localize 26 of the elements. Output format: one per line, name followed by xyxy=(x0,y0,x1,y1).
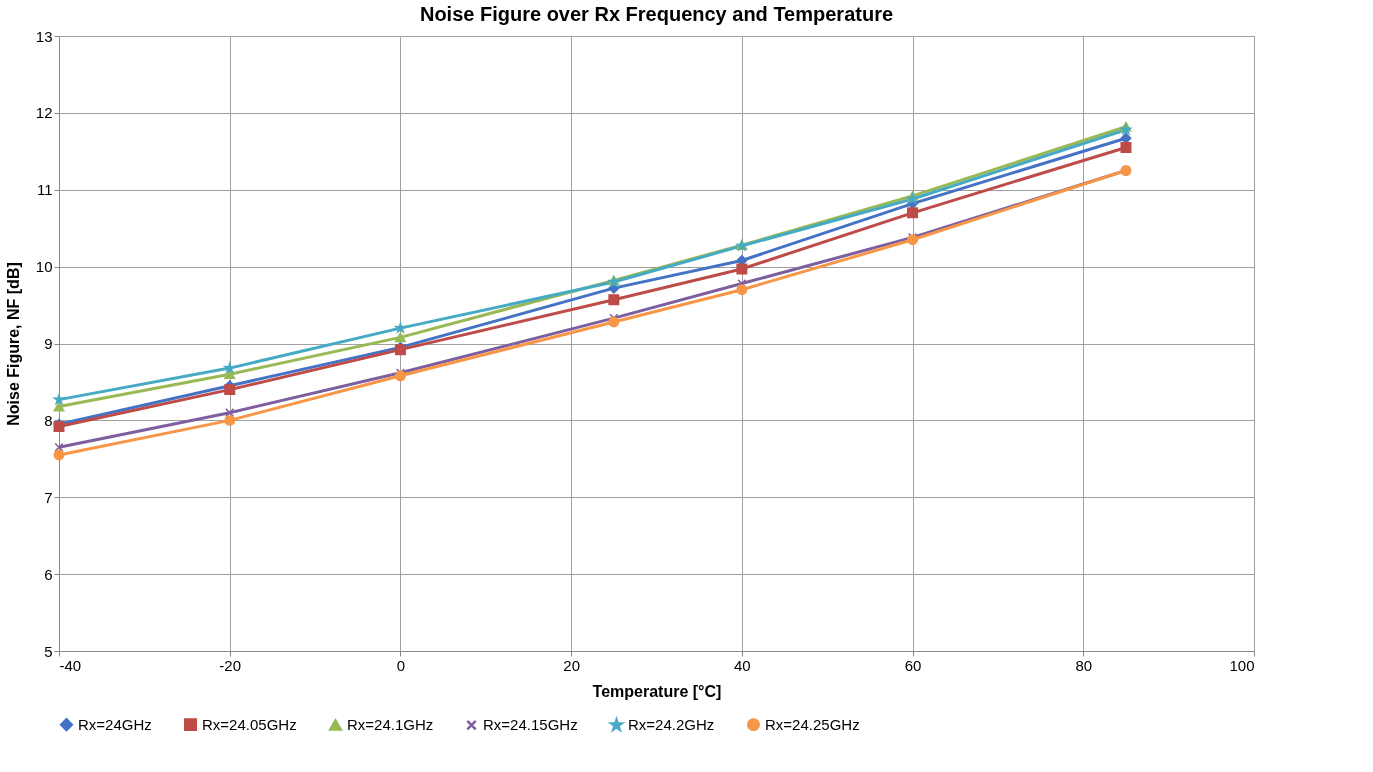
y-tick-label: 8 xyxy=(44,411,53,429)
x-tick-label: -20 xyxy=(219,656,242,674)
x-tick-label: 100 xyxy=(1229,656,1255,674)
y-tick-label: 7 xyxy=(44,488,53,506)
x-tick-label: 40 xyxy=(734,656,751,674)
legend-label: Rx=24GHz xyxy=(78,715,152,733)
x-tick-label: 80 xyxy=(1075,656,1093,674)
x-tick-label: 0 xyxy=(396,656,406,674)
legend-label: Rx=24.05GHz xyxy=(202,715,297,733)
y-tick-label: 5 xyxy=(44,642,53,660)
y-tick-label: 6 xyxy=(44,565,53,583)
x-axis-title: Temperature [°C] xyxy=(592,682,722,700)
y-axis-title: Noise Figure, NF [dB] xyxy=(4,262,22,426)
x-tick-label: 20 xyxy=(563,656,580,674)
y-tick-label: 12 xyxy=(35,104,53,122)
chart-title: Noise Figure over Rx Frequency and Temperature xyxy=(419,3,894,25)
y-tick-label: 10 xyxy=(35,258,53,276)
legend-label: Rx=24.2GHz xyxy=(628,716,715,734)
x-tick-label: -40 xyxy=(59,656,82,674)
y-tick-label: 13 xyxy=(35,27,53,45)
y-tick-label: 11 xyxy=(36,181,53,199)
x-tick-label: 60 xyxy=(904,656,922,674)
legend-label: Rx=24.15GHz xyxy=(483,716,578,734)
legend-label: Rx=24.1GHz xyxy=(347,715,434,733)
y-tick-label: 9 xyxy=(44,335,53,352)
legend-label: Rx=24.25GHz xyxy=(765,715,860,733)
